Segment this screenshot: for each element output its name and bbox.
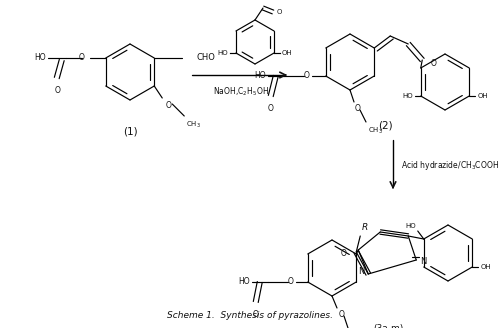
Text: HO: HO [34, 53, 46, 63]
Text: HO: HO [402, 93, 413, 99]
Text: HO: HO [218, 50, 228, 56]
Text: CH$_3$: CH$_3$ [368, 126, 383, 136]
Text: OH: OH [282, 50, 292, 56]
Text: O: O [253, 310, 258, 319]
Text: OH: OH [480, 264, 491, 270]
Text: HO: HO [254, 72, 266, 80]
Text: R: R [362, 223, 368, 232]
Text: OH: OH [477, 93, 488, 99]
Text: O: O [339, 310, 345, 319]
Text: O: O [79, 53, 85, 63]
Text: NaOH,C$_2$H$_5$OH: NaOH,C$_2$H$_5$OH [213, 86, 269, 98]
Text: N: N [420, 257, 426, 266]
Text: O: O [340, 250, 346, 258]
Text: N: N [358, 268, 364, 277]
Text: HO: HO [238, 277, 250, 286]
Text: O: O [304, 72, 310, 80]
Text: Scheme 1.  Synthesis of pyrazolines.: Scheme 1. Synthesis of pyrazolines. [167, 311, 333, 320]
Text: O: O [55, 86, 60, 95]
Text: CHO: CHO [196, 53, 215, 63]
Text: O: O [268, 104, 274, 113]
Text: O: O [288, 277, 294, 286]
Text: O: O [355, 104, 361, 113]
Text: (2): (2) [378, 120, 392, 130]
Text: O: O [277, 9, 282, 15]
Text: Acid hydrazide/CH$_3$COOH: Acid hydrazide/CH$_3$COOH [401, 159, 499, 173]
Text: O: O [165, 101, 171, 110]
Text: CH$_3$: CH$_3$ [186, 120, 201, 130]
Text: (1): (1) [122, 126, 138, 136]
Text: HO: HO [405, 223, 416, 229]
Text: (3a-m): (3a-m) [373, 324, 403, 328]
Text: O: O [430, 58, 436, 68]
